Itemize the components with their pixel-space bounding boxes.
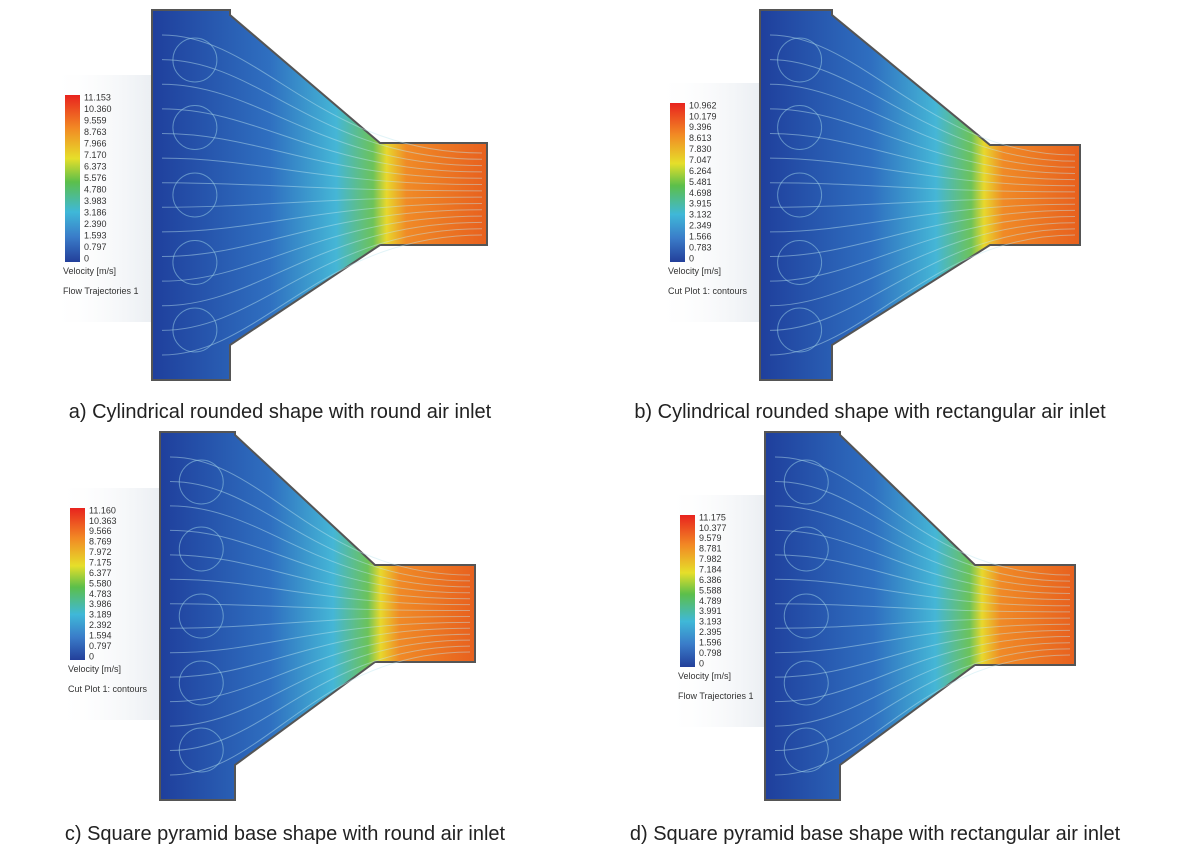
legend-value: 6.386 — [699, 575, 722, 585]
legend-value: 1.566 — [689, 232, 712, 242]
legend-value: 3.186 — [84, 207, 107, 217]
legend-value: 1.596 — [699, 638, 722, 648]
legend-value: 11.160 — [89, 505, 116, 515]
legend-value: 5.481 — [689, 177, 712, 187]
legend-value: 0.783 — [689, 242, 712, 252]
legend-bar — [680, 515, 695, 667]
legend-value: 6.377 — [89, 568, 112, 578]
legend-value: 5.580 — [89, 578, 112, 588]
legend-title: Velocity [m/s] — [63, 266, 116, 276]
legend-value: 5.576 — [84, 173, 107, 183]
plot-label: Cut Plot 1: contours — [68, 684, 148, 694]
legend-value: 8.769 — [89, 537, 112, 547]
legend-value: 2.349 — [689, 221, 712, 231]
legend-value: 0 — [84, 253, 89, 263]
legend-title: Velocity [m/s] — [68, 664, 121, 674]
plot-label: Flow Trajectories 1 — [678, 691, 754, 701]
legend-value: 9.579 — [699, 533, 722, 543]
plot-label: Cut Plot 1: contours — [668, 286, 748, 296]
legend-value: 7.047 — [689, 155, 712, 165]
legend-title: Velocity [m/s] — [678, 671, 731, 681]
legend-value: 5.588 — [699, 585, 722, 595]
legend-value: 6.264 — [689, 166, 712, 176]
legend-value: 4.783 — [89, 589, 112, 599]
legend-value: 3.193 — [699, 617, 722, 627]
caption: b) Cylindrical rounded shape with rectan… — [634, 401, 1106, 423]
legend-value: 3.986 — [89, 599, 112, 609]
flow-domain — [765, 432, 1075, 800]
legend-value: 7.972 — [89, 547, 112, 557]
legend-value: 3.983 — [84, 196, 107, 206]
legend-value: 9.559 — [84, 115, 107, 125]
panel: 11.17510.3779.5798.7817.9827.1846.3865.5… — [630, 432, 1121, 845]
legend-value: 10.360 — [84, 104, 112, 114]
panel: 11.16010.3639.5668.7697.9727.1756.3775.5… — [55, 432, 506, 845]
legend-value: 0.797 — [89, 641, 112, 651]
legend-value: 0.798 — [699, 648, 722, 658]
legend-value: 8.781 — [699, 544, 722, 554]
legend-value: 8.763 — [84, 127, 107, 137]
legend-value: 0.797 — [84, 242, 107, 252]
legend-value: 7.175 — [89, 558, 112, 568]
legend-value: 10.179 — [689, 111, 717, 121]
legend-value: 4.789 — [699, 596, 722, 606]
legend-value: 1.593 — [84, 230, 107, 240]
plot-label: Flow Trajectories 1 — [63, 286, 139, 296]
legend-value: 9.396 — [689, 122, 712, 132]
legend-value: 3.991 — [699, 606, 722, 616]
legend-value: 3.132 — [689, 210, 712, 220]
legend-value: 10.377 — [699, 523, 727, 533]
legend-value: 9.566 — [89, 526, 112, 536]
legend-value: 10.363 — [89, 516, 117, 526]
caption: c) Square pyramid base shape with round … — [65, 823, 506, 845]
legend-value: 6.373 — [84, 161, 107, 171]
legend-value: 11.175 — [699, 512, 726, 522]
figure: 11.153 10.3609.559 8.7637.966 7.1706.373 5.5… — [0, 0, 1192, 846]
legend-value: 8.613 — [689, 133, 712, 143]
legend-value: 7.830 — [689, 144, 712, 154]
legend-value: 3.915 — [689, 199, 712, 209]
panel: 10.96210.1799.3968.6137.8307.0476.2645.4… — [634, 10, 1106, 423]
legend-value: 1.594 — [89, 631, 112, 641]
legend-value: 2.390 — [84, 219, 107, 229]
legend-value: 7.170 — [84, 150, 107, 160]
legend-value: 0 — [699, 658, 704, 668]
legend-value: 4.698 — [689, 188, 712, 198]
caption: a) Cylindrical rounded shape with round … — [69, 401, 492, 423]
legend-value: 11.153 — [84, 92, 111, 102]
legend-value: 0 — [89, 651, 94, 661]
legend-value: 2.392 — [89, 620, 112, 630]
panel: 11.153 10.3609.559 8.7637.966 7.1706.373 5.5… — [50, 10, 492, 423]
legend-title: Velocity [m/s] — [668, 266, 721, 276]
legend-bar — [670, 103, 685, 262]
legend-value: 7.184 — [699, 565, 722, 575]
legend-value: 2.395 — [699, 627, 722, 637]
legend-value: 0 — [689, 253, 694, 263]
legend-value: 4.780 — [84, 184, 107, 194]
legend-value: 7.966 — [84, 138, 107, 148]
legend-value: 3.189 — [89, 610, 112, 620]
legend-bar — [70, 508, 85, 660]
caption: d) Square pyramid base shape with rectan… — [630, 823, 1121, 845]
legend-bar — [65, 95, 80, 262]
legend-value: 7.982 — [699, 554, 722, 564]
legend-value: 10.962 — [689, 100, 717, 110]
